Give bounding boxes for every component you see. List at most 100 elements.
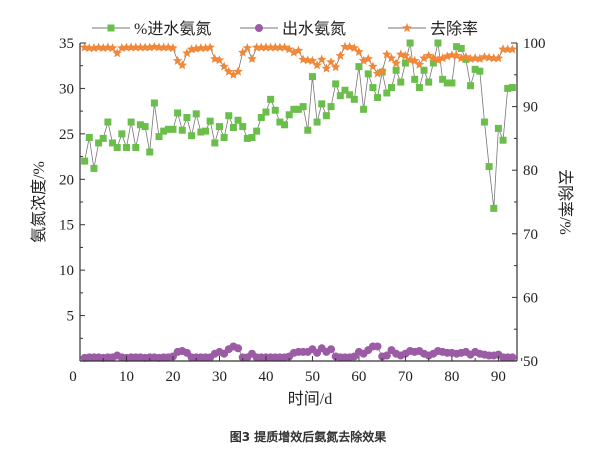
data-point <box>433 55 443 65</box>
data-point <box>289 47 299 57</box>
data-point <box>248 133 256 141</box>
x-tick-label: 80 <box>444 369 459 385</box>
data-point <box>132 143 140 151</box>
data-point <box>109 139 117 147</box>
data-point <box>308 73 316 81</box>
data-point <box>336 92 344 100</box>
data-point <box>313 118 321 126</box>
y-left-tick-label: 15 <box>59 218 74 234</box>
data-point <box>160 127 168 135</box>
data-point <box>448 79 456 87</box>
y-axis-right-label: 去除率/% <box>556 169 574 235</box>
data-point <box>397 78 405 86</box>
data-point <box>99 134 107 142</box>
data-point <box>93 42 104 52</box>
data-point <box>387 84 395 92</box>
data-point <box>113 143 121 151</box>
data-point <box>405 55 415 65</box>
data-point <box>508 84 516 92</box>
data-point <box>373 342 382 351</box>
data-point <box>476 67 484 75</box>
data-point <box>470 53 480 63</box>
data-point <box>504 84 512 92</box>
plot-area <box>79 39 518 362</box>
data-point <box>122 143 130 151</box>
data-point <box>298 54 308 64</box>
data-point <box>81 157 89 165</box>
data-point <box>484 52 494 62</box>
data-point <box>499 136 507 144</box>
data-point <box>150 99 158 107</box>
data-point <box>346 91 354 99</box>
data-point <box>341 86 349 94</box>
data-point <box>234 116 242 124</box>
data-point <box>206 117 214 125</box>
data-point <box>360 105 368 113</box>
data-point <box>257 114 265 122</box>
data-point <box>419 53 429 63</box>
data-point <box>377 66 387 76</box>
data-point <box>507 44 518 54</box>
data-point <box>332 80 340 88</box>
x-tick-label: 90 <box>491 369 506 385</box>
data-point <box>95 139 103 147</box>
y-left-tick-label: 10 <box>59 263 74 279</box>
x-tick-label: 60 <box>351 369 366 385</box>
data-point <box>411 75 419 83</box>
x-tick-label: 10 <box>119 369 134 385</box>
data-point <box>225 112 233 120</box>
x-tick-label: 30 <box>212 369 227 385</box>
legend-marker <box>402 23 412 32</box>
data-point <box>434 39 442 47</box>
data-point <box>372 68 383 78</box>
data-point <box>281 121 289 129</box>
data-point <box>293 45 304 55</box>
data-point <box>425 78 433 86</box>
data-point <box>303 55 313 65</box>
data-point <box>220 133 228 141</box>
series-1 <box>80 342 517 362</box>
y-left-tick-label: 5 <box>67 309 75 325</box>
data-point <box>168 43 178 53</box>
legend-marker <box>107 24 115 32</box>
data-point <box>284 44 294 54</box>
legend-marker <box>255 24 263 32</box>
data-point <box>490 204 498 212</box>
data-point <box>335 50 346 60</box>
data-point <box>318 100 326 108</box>
data-point <box>479 52 490 61</box>
y-left-tick-label: 25 <box>59 127 74 143</box>
data-point <box>457 44 465 52</box>
data-point <box>262 108 270 116</box>
data-point <box>228 69 239 79</box>
data-point <box>172 55 183 65</box>
data-point <box>317 54 327 64</box>
data-point <box>420 66 428 74</box>
data-point <box>321 63 332 73</box>
data-point <box>215 123 223 131</box>
data-point <box>202 127 210 135</box>
data-point <box>118 130 126 138</box>
data-point <box>401 59 409 67</box>
data-point <box>437 53 448 63</box>
data-point <box>415 84 423 92</box>
data-point <box>391 58 401 68</box>
data-point <box>197 128 205 136</box>
data-point <box>192 110 200 118</box>
data-point <box>85 133 93 141</box>
x-axis-label: 时间/d <box>288 390 332 408</box>
data-point <box>327 345 336 354</box>
data-point <box>234 344 243 353</box>
x-tick-label: 0 <box>69 369 77 385</box>
data-point <box>276 118 284 126</box>
data-point <box>307 55 318 65</box>
data-point <box>330 62 341 72</box>
y-right-tick-label: 70 <box>523 227 538 243</box>
data-point <box>304 126 312 134</box>
data-point <box>471 65 479 73</box>
data-point <box>205 42 215 52</box>
data-point <box>406 39 414 47</box>
legend-item-1: 出水氨氮 <box>240 20 346 38</box>
data-point <box>368 61 378 71</box>
